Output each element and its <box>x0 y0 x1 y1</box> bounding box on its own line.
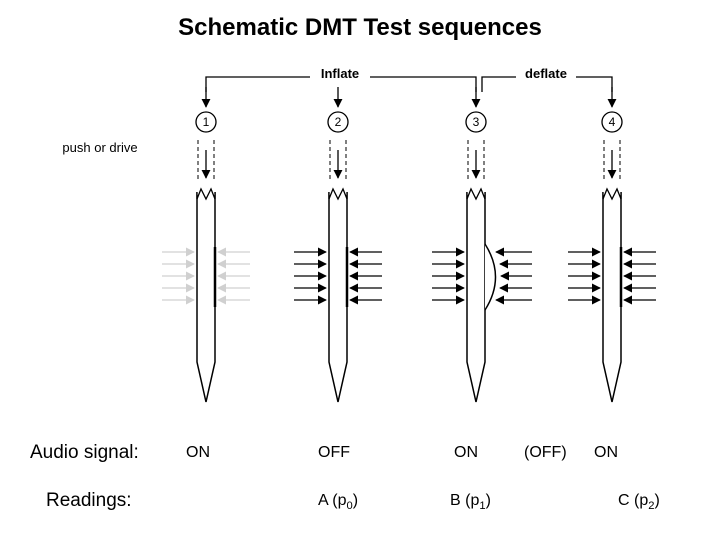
page-title: Schematic DMT Test sequences <box>0 14 720 42</box>
stage-4: 4 <box>568 112 656 402</box>
audio-val-5: ON <box>594 444 618 462</box>
reading-B: B (p1) <box>450 492 491 512</box>
push-label: push or drive <box>62 140 137 155</box>
inflate-bracket: Inflate <box>206 63 476 107</box>
readings-label: Readings: <box>46 490 132 512</box>
svg-text:1: 1 <box>203 115 210 129</box>
stage-3: 3 <box>432 112 532 402</box>
audio-val-4: (OFF) <box>524 444 567 462</box>
reading-C: C (p2) <box>618 492 660 512</box>
stage-1: 1 <box>162 112 250 402</box>
audio-signal-label: Audio signal: <box>30 442 139 464</box>
reading-A: A (p0) <box>318 492 358 512</box>
inflate-label: Inflate <box>321 66 359 81</box>
dmt-schematic: Inflate deflate push or drive 1 2 <box>0 52 720 422</box>
svg-text:2: 2 <box>335 115 342 129</box>
svg-text:4: 4 <box>609 115 616 129</box>
audio-val-3: ON <box>454 444 478 462</box>
svg-text:3: 3 <box>473 115 480 129</box>
audio-val-2: OFF <box>318 444 350 462</box>
deflate-bracket: deflate <box>482 63 612 107</box>
audio-val-1: ON <box>186 444 210 462</box>
stage-2: 2 <box>294 112 382 402</box>
deflate-label: deflate <box>525 66 567 81</box>
